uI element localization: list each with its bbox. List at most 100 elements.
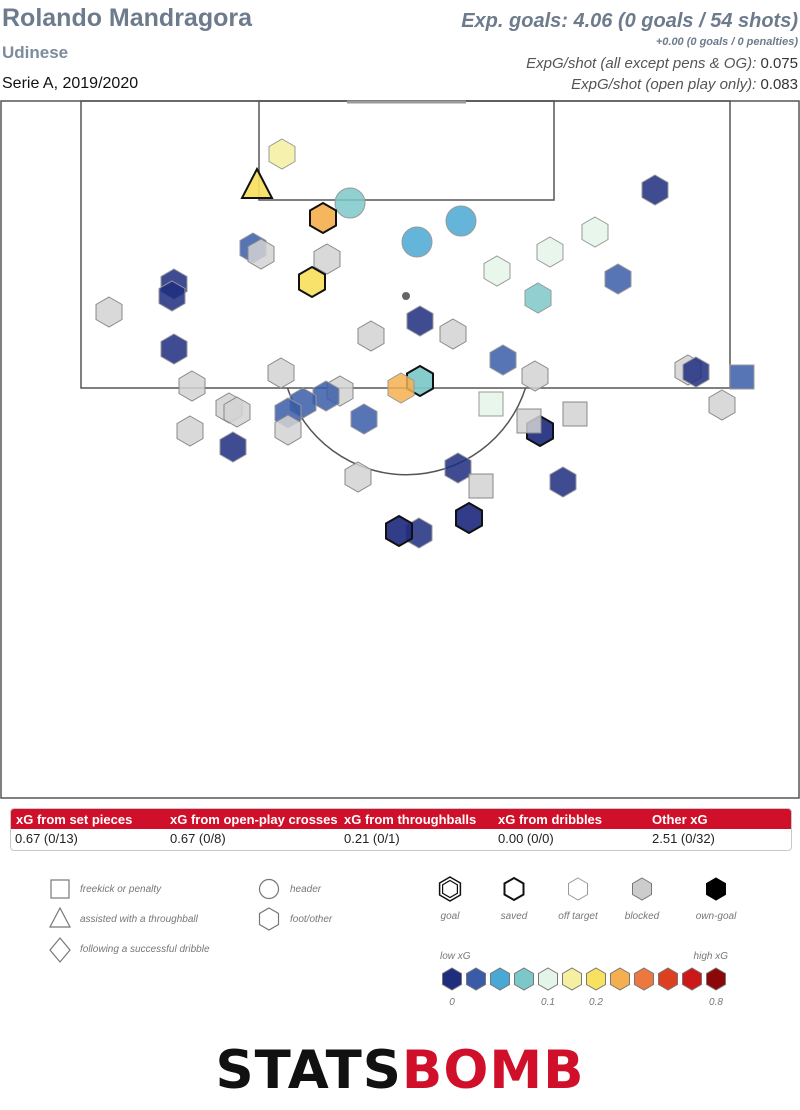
xg-breakdown-header xyxy=(11,809,791,829)
xg-per-shot-open-label: ExpG/shot (open play only): xyxy=(571,76,757,93)
xg-scale-swatch-9 xyxy=(634,967,654,991)
shot-marker-15 xyxy=(604,263,632,295)
xg-scale-swatch-4 xyxy=(514,967,534,991)
shot-marker-49 xyxy=(385,514,413,548)
shot-marker-45 xyxy=(444,452,472,484)
xg-scale-swatch-6 xyxy=(562,967,582,991)
shot-marker-20 xyxy=(406,305,434,337)
shot-marker-39 xyxy=(219,431,247,463)
legend-outcomes: goal saved off target blocked own-goal xyxy=(438,876,737,922)
xg-scale-swatch-5 xyxy=(538,967,558,991)
shot-marker-50 xyxy=(478,391,504,417)
xg-col-set-pieces-value: 0.67 (0/13) xyxy=(15,831,78,846)
xg-col-crosses-value: 0.67 (0/8) xyxy=(170,831,226,846)
shot-marker-12 xyxy=(536,236,564,268)
shot-marker-46 xyxy=(549,466,577,498)
xg-col-throughballs-value: 0.21 (0/1) xyxy=(344,831,400,846)
legend-freekick-label: freekick or penalty xyxy=(80,884,162,895)
shot-marker-47 xyxy=(455,501,483,535)
xg-col-other-value: 2.51 (0/32) xyxy=(652,831,715,846)
penalty-spot xyxy=(402,292,410,300)
legend: freekick or penalty assisted with a thro… xyxy=(49,876,737,1008)
shot-marker-24 xyxy=(489,344,517,376)
shot-marker-22 xyxy=(439,318,467,350)
xg-scale-swatch-12 xyxy=(706,967,726,991)
pitch-boundary xyxy=(0,100,800,799)
shot-marker-8 xyxy=(247,238,275,270)
shot-marker-14 xyxy=(524,282,552,314)
shot-marker-38 xyxy=(274,414,302,446)
saved-hexagon-icon xyxy=(503,876,525,902)
team-name: Udinese xyxy=(2,43,69,62)
six-yard-box xyxy=(258,100,555,201)
header-circle-icon xyxy=(258,878,280,900)
shot-marker-19 xyxy=(95,296,123,328)
xg-scale-swatch-10 xyxy=(658,967,678,991)
season-label: Serie A, 2019/2020 xyxy=(2,75,139,92)
legend-foot-label: foot/other xyxy=(290,914,333,925)
legend-shapes: freekick or penalty assisted with a thro… xyxy=(49,878,333,963)
xg-per-shot-all-value: 0.075 xyxy=(760,55,798,72)
xg-breakdown-table: xG from set pieces xG from open-play cro… xyxy=(10,808,792,851)
legend-scale-tick-0: 0 xyxy=(449,997,455,1008)
shot-marker-29 xyxy=(178,370,206,402)
xg-col-other-label: Other xG xyxy=(652,812,708,827)
shots-layer xyxy=(95,138,755,549)
xg-scale-swatch-3 xyxy=(490,967,510,991)
xg-per-shot-all-label: ExpG/shot (all except pens & OG): xyxy=(526,55,757,72)
xg-per-shot-open-value: 0.083 xyxy=(760,76,798,93)
xg-col-throughballs-label: xG from throughballs xyxy=(344,812,477,827)
own-goal-hexagon-icon xyxy=(706,877,726,901)
xg-total: Exp. goals: 4.06 (0 goals / 54 shots) xyxy=(461,10,798,32)
shot-marker-10 xyxy=(298,265,326,299)
legend-goal-label: goal xyxy=(441,911,461,922)
legend-throughball-label: assisted with a throughball xyxy=(80,914,199,925)
legend-off-target-label: off target xyxy=(558,911,599,922)
throughball-triangle-icon xyxy=(49,906,71,928)
shot-marker-25 xyxy=(267,357,295,389)
blocked-hexagon-icon xyxy=(632,877,652,901)
shot-marker-6 xyxy=(401,226,433,258)
off-target-hexagon-icon xyxy=(568,877,588,901)
shot-marker-3 xyxy=(334,187,366,219)
dribble-diamond-icon xyxy=(49,937,71,963)
shot-marker-42 xyxy=(682,356,710,388)
shot-marker-21 xyxy=(357,320,385,352)
xg-per-shot-all: ExpG/shot (all except pens & OG): 0.075 xyxy=(526,55,798,72)
xg-scale-swatch-11 xyxy=(682,967,702,991)
shot-marker-51 xyxy=(516,408,542,434)
shot-marker-34 xyxy=(223,396,251,428)
logo-part-bomb: BOMB xyxy=(401,1040,585,1101)
xg-col-crosses-label: xG from open-play crosses xyxy=(170,812,338,827)
shot-marker-23 xyxy=(160,333,188,365)
shot-marker-52 xyxy=(562,401,588,427)
shot-marker-18 xyxy=(158,280,186,312)
statsbomb-logo: STATSBOMB xyxy=(0,1040,800,1101)
goal-hexagon-inner-icon xyxy=(442,879,458,899)
xg-col-dribbles-value: 0.00 (0/0) xyxy=(498,831,554,846)
shot-marker-9 xyxy=(313,243,341,275)
shot-marker-1 xyxy=(240,166,274,199)
legend-own-goal-label: own-goal xyxy=(696,911,737,922)
shot-marker-11 xyxy=(581,216,609,248)
xg-scale-swatch-1 xyxy=(442,967,462,991)
legend-scale-tick-1: 0.1 xyxy=(541,997,555,1008)
freekick-square-icon xyxy=(50,879,70,899)
legend-saved-label: saved xyxy=(501,911,528,922)
xg-color-scale: low xG high xG 0 0.1 0.2 0.8 xyxy=(440,951,728,1008)
shot-marker-26 xyxy=(521,360,549,392)
shot-map xyxy=(0,100,800,799)
penalty-arc xyxy=(286,387,527,476)
legend-low-xg-label: low xG xyxy=(440,951,471,962)
shot-marker-16 xyxy=(641,174,669,206)
legend-dribble-label: following a successful dribble xyxy=(80,944,210,955)
shot-marker-4 xyxy=(309,201,337,235)
legend-scale-tick-3: 0.8 xyxy=(709,997,723,1008)
shot-marker-2 xyxy=(268,138,296,170)
shot-marker-43 xyxy=(708,389,736,421)
shot-marker-31 xyxy=(312,380,340,412)
legend-scale-tick-2: 0.2 xyxy=(589,997,603,1008)
logo-part-stats: STATS xyxy=(215,1040,402,1101)
legend-blocked-label: blocked xyxy=(625,911,660,922)
xg-scale-swatch-8 xyxy=(610,967,630,991)
